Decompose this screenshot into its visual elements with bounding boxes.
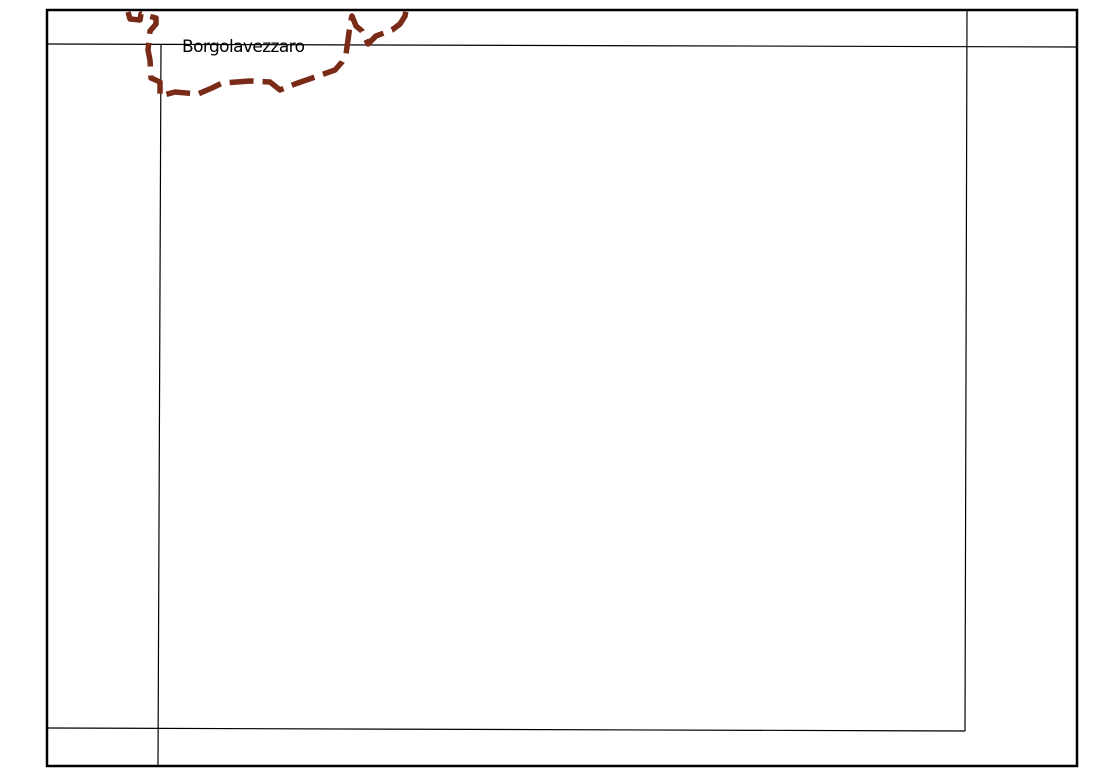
frame-line-bottom	[46, 727, 966, 732]
municipal-boundary-line	[125, 9, 409, 99]
map-outer-frame	[45, 8, 1079, 768]
frame-line-right	[964, 9, 968, 732]
place-label: Borgolavezzaro	[182, 37, 305, 57]
layout-frame-lines	[46, 9, 1078, 767]
frame-line-top	[46, 43, 1078, 48]
frame-line-left	[157, 43, 162, 767]
